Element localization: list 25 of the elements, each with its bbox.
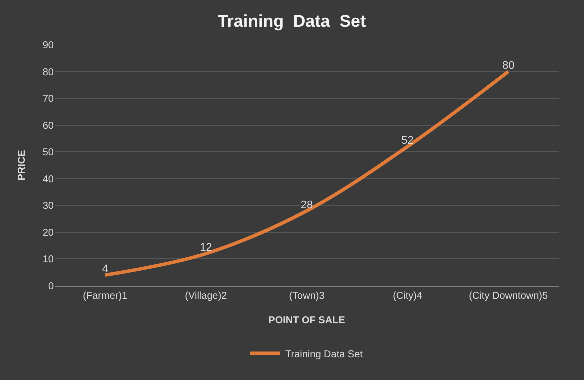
x-tick-label: (City)4	[393, 291, 423, 302]
x-tick-label: (City Downtown)5	[469, 291, 548, 302]
y-tick-label: 40	[42, 174, 54, 186]
y-tick-label: 10	[42, 254, 54, 266]
x-tick-label: (Town)3	[289, 291, 326, 302]
y-tick-label: 90	[42, 40, 54, 52]
y-tick-label: 80	[42, 67, 54, 78]
x-tick-label: (Farmer)1	[83, 291, 128, 302]
y-tick-label: 60	[42, 120, 54, 132]
line-series	[104, 70, 510, 278]
y-tick-label: 0	[48, 282, 54, 292]
x-tick-label: (Village)2	[185, 291, 228, 302]
data-label: 4	[102, 264, 108, 276]
x-axis-title: POINT OF SALE	[268, 316, 346, 326]
data-label: 80	[502, 60, 515, 72]
y-axis-title: PRICE	[16, 150, 28, 181]
y-tick-label: 70	[42, 94, 54, 106]
data-label: 28	[300, 199, 314, 212]
y-tick-label: 30	[42, 201, 54, 212]
chart-title: Training Data Set	[218, 12, 366, 32]
data-label: 52	[402, 135, 414, 148]
y-tick-label: 20	[42, 228, 54, 239]
legend-label: Training Data Set	[286, 349, 364, 360]
data-label: 12	[200, 242, 212, 254]
y-tick-label: 50	[42, 148, 54, 159]
